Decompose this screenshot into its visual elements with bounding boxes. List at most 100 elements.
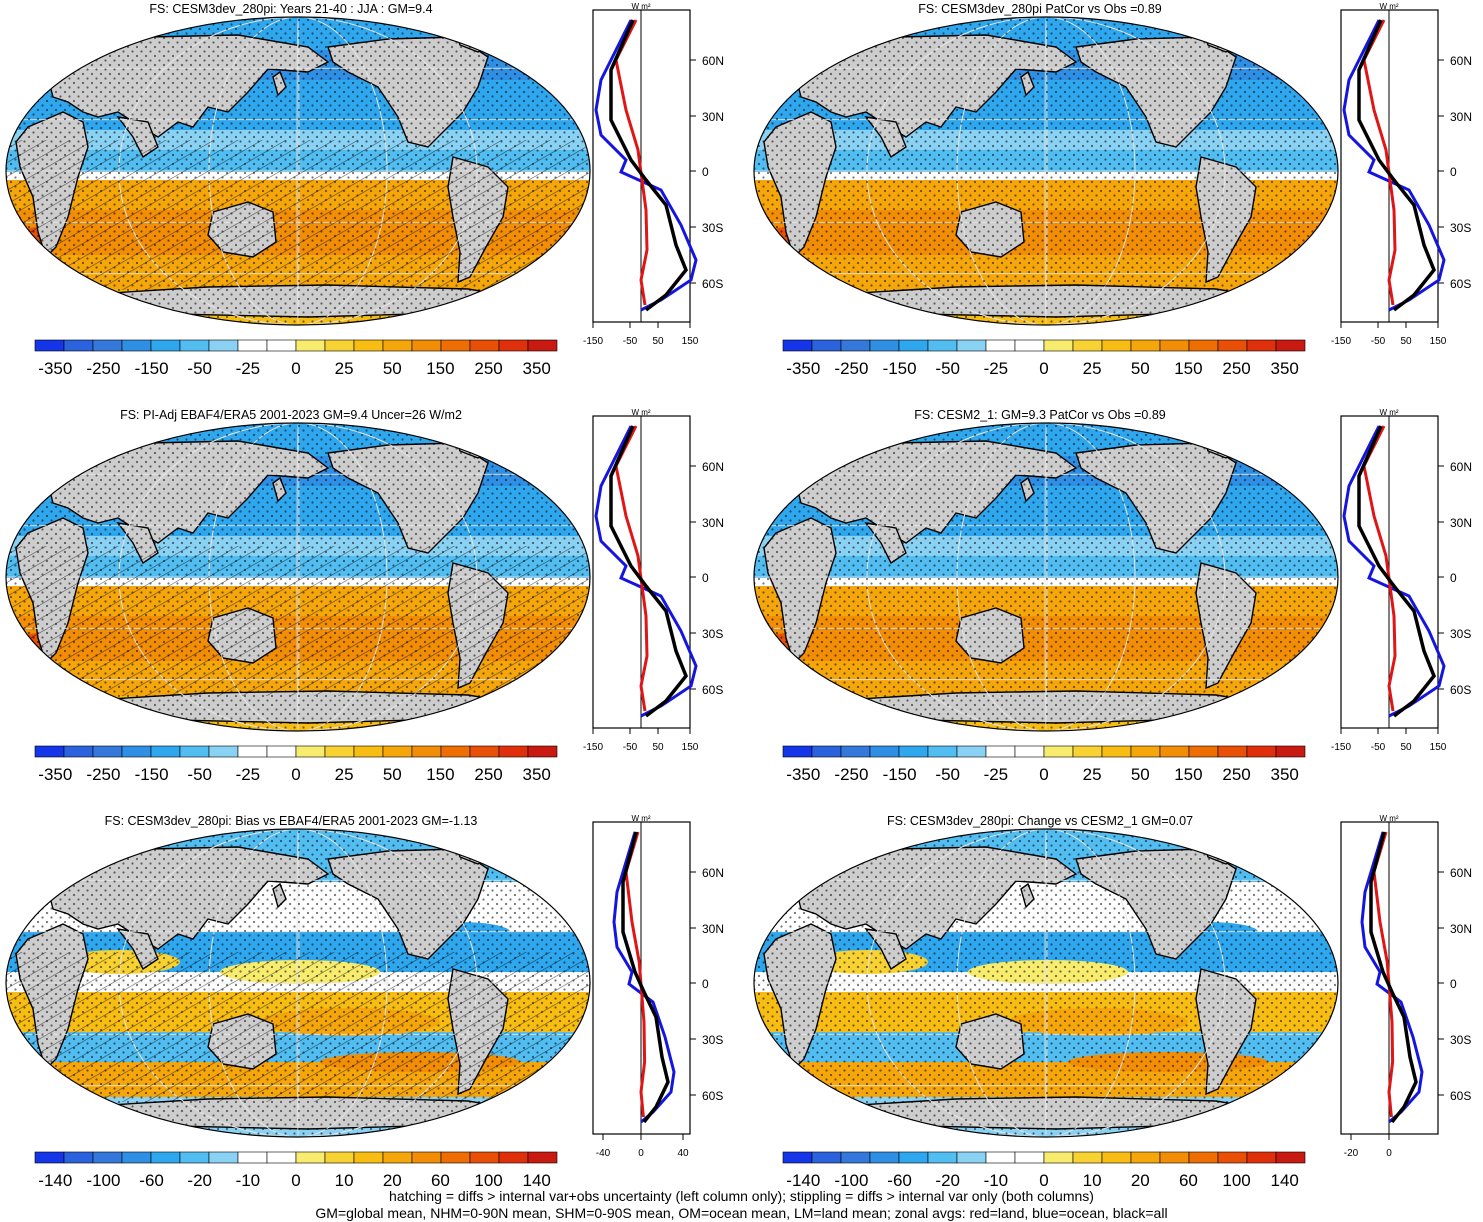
colorbar-label: -10 [984,1171,1009,1190]
colorbar-label: 150 [426,359,454,378]
colorbar-swatch [382,339,413,352]
colorbar-label: 350 [1271,765,1299,784]
zonal-lat-label: 60S [702,277,723,291]
colorbar-label: -60 [139,1171,164,1190]
zonal-mean-plot: W m² 60N 30N 0 30S 60S -150 -50 50 150 [1331,408,1472,753]
zonal-tick-label: -40 [596,1148,611,1159]
colorbar-swatch [121,1151,152,1164]
colorbar-label: 250 [474,359,502,378]
colorbar-label: 0 [291,1171,300,1190]
colorbar-swatch [1159,339,1190,352]
colorbar-swatch [1275,745,1306,758]
colorbar-swatch [92,1151,123,1164]
zonal-lat-label: 30N [1450,922,1472,936]
land-zonal-curve [614,425,649,712]
colorbar-swatch [527,1151,558,1164]
map-panel-5: FS: CESM3dev_280pi: Bias vs EBAF4/ERA5 2… [0,812,740,1212]
colorbar-swatch [295,745,326,758]
colorbar-label: -150 [883,765,917,784]
land-zonal-curve [1362,425,1397,712]
zonal-lat-label: 0 [702,165,709,179]
colorbar-swatch [469,745,500,758]
colorbar-swatch [324,1151,355,1164]
colorbar-swatch [382,745,413,758]
zonal-mean-plot: W m² 60N 30N 0 30S 60S -40 0 40 [592,814,724,1159]
colorbar-swatch [840,1151,871,1164]
colorbar-swatch [63,339,94,352]
colorbar-swatch [811,745,842,758]
map-field [754,17,1338,325]
colorbar-label: 10 [1083,1171,1102,1190]
colorbar-swatch [527,339,558,352]
colorbar-swatch [1101,339,1132,352]
zonal-tick-label: -20 [1344,1148,1359,1159]
colorbar-swatch [985,1151,1016,1164]
colorbar-label: -350 [38,765,72,784]
zonal-units: W m² [1379,408,1398,417]
colorbar-label: 350 [523,359,551,378]
panel-title: FS: CESM3dev_280pi: Years 21-40 : JJA : … [149,2,433,16]
colorbar-swatch [324,339,355,352]
zonal-tick-label: 50 [652,336,664,347]
colorbar-swatch [869,339,900,352]
colorbar-label: 0 [291,359,300,378]
colorbar-swatch [353,339,384,352]
colorbar-swatch [92,339,123,352]
colorbar-swatch [840,339,871,352]
zonal-tick-label: 150 [1430,742,1447,753]
zonal-tick-label: -50 [623,336,638,347]
zonal-tick-label: 40 [677,1148,689,1159]
zonal-lat-label: 30S [702,627,723,641]
colorbar-swatch [1130,1151,1161,1164]
colorbar-label: 20 [1131,1171,1150,1190]
colorbar-label: -25 [236,765,261,784]
colorbar-swatch [1014,1151,1045,1164]
colorbar-swatch [1246,745,1277,758]
zonal-units: W m² [631,408,650,417]
colorbar: -350 -250 -150 -50 -25 0 25 50 150 250 350 [34,339,558,378]
zonal-lat-label: 30N [702,110,724,124]
all-zonal-curve [1369,831,1418,1124]
colorbar-swatch [498,745,529,758]
zonal-tick-label: -50 [623,742,638,753]
zonal-lat-label: 30N [702,516,724,530]
colorbar-swatch [1217,745,1248,758]
all-zonal-curve [1357,425,1437,718]
colorbar-swatch [150,745,181,758]
colorbar-label: -20 [935,1171,960,1190]
colorbar-label: -25 [984,359,1009,378]
colorbar-swatch [927,1151,958,1164]
colorbar-swatch [1217,1151,1248,1164]
colorbar: -140 -100 -60 -20 -10 0 10 20 60 100 140 [34,1151,558,1190]
colorbar-swatch [411,1151,442,1164]
colorbar-swatch [63,745,94,758]
zonal-lat-label: 0 [1450,977,1457,991]
zonal-units: W m² [631,2,650,11]
map-panel-6: FS: CESM3dev_280pi: Change vs CESM2_1 GM… [748,812,1483,1212]
colorbar-swatch [1159,745,1190,758]
colorbar-label: 250 [474,765,502,784]
colorbar-label: 100 [1222,1171,1250,1190]
colorbar-label: 60 [1179,1171,1198,1190]
footer-line-1: hatching = diffs > internal var+obs unce… [389,1188,1094,1204]
colorbar-label: -140 [38,1171,72,1190]
colorbar-label: -250 [834,359,868,378]
colorbar: -140 -100 -60 -20 -10 0 10 20 60 100 140 [782,1151,1306,1190]
colorbar-label: 140 [1271,1171,1299,1190]
zonal-mean-plot: W m² 60N 30N 0 30S 60S -150 -50 50 150 [583,2,724,347]
colorbar-label: 25 [335,359,354,378]
colorbar-swatch [1043,1151,1074,1164]
zonal-mean-plot: W m² 60N 30N 0 30S 60S -150 -50 50 150 [1331,2,1472,347]
panel-title: FS: CESM3dev_280pi: Change vs CESM2_1 GM… [886,814,1194,828]
colorbar-swatch [295,339,326,352]
colorbar-swatch [811,339,842,352]
colorbar-swatch [411,339,442,352]
colorbar-swatch [353,1151,384,1164]
panel-title: FS: CESM3dev_280pi PatCor vs Obs =0.89 [918,2,1162,16]
colorbar-swatch [1217,339,1248,352]
colorbar-label: 100 [474,1171,502,1190]
zonal-lat-label: 60S [702,1089,723,1103]
zonal-lat-label: 60N [1450,460,1472,474]
colorbar-swatch [150,339,181,352]
